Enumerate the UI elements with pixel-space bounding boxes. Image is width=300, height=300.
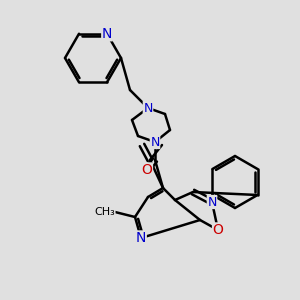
- Text: N: N: [143, 101, 153, 115]
- Text: N: N: [102, 27, 112, 41]
- Text: N: N: [150, 136, 160, 148]
- Text: CH₃: CH₃: [94, 207, 115, 217]
- Text: N: N: [136, 231, 146, 245]
- Text: O: O: [213, 223, 224, 237]
- Text: O: O: [142, 163, 152, 177]
- Text: N: N: [207, 196, 217, 208]
